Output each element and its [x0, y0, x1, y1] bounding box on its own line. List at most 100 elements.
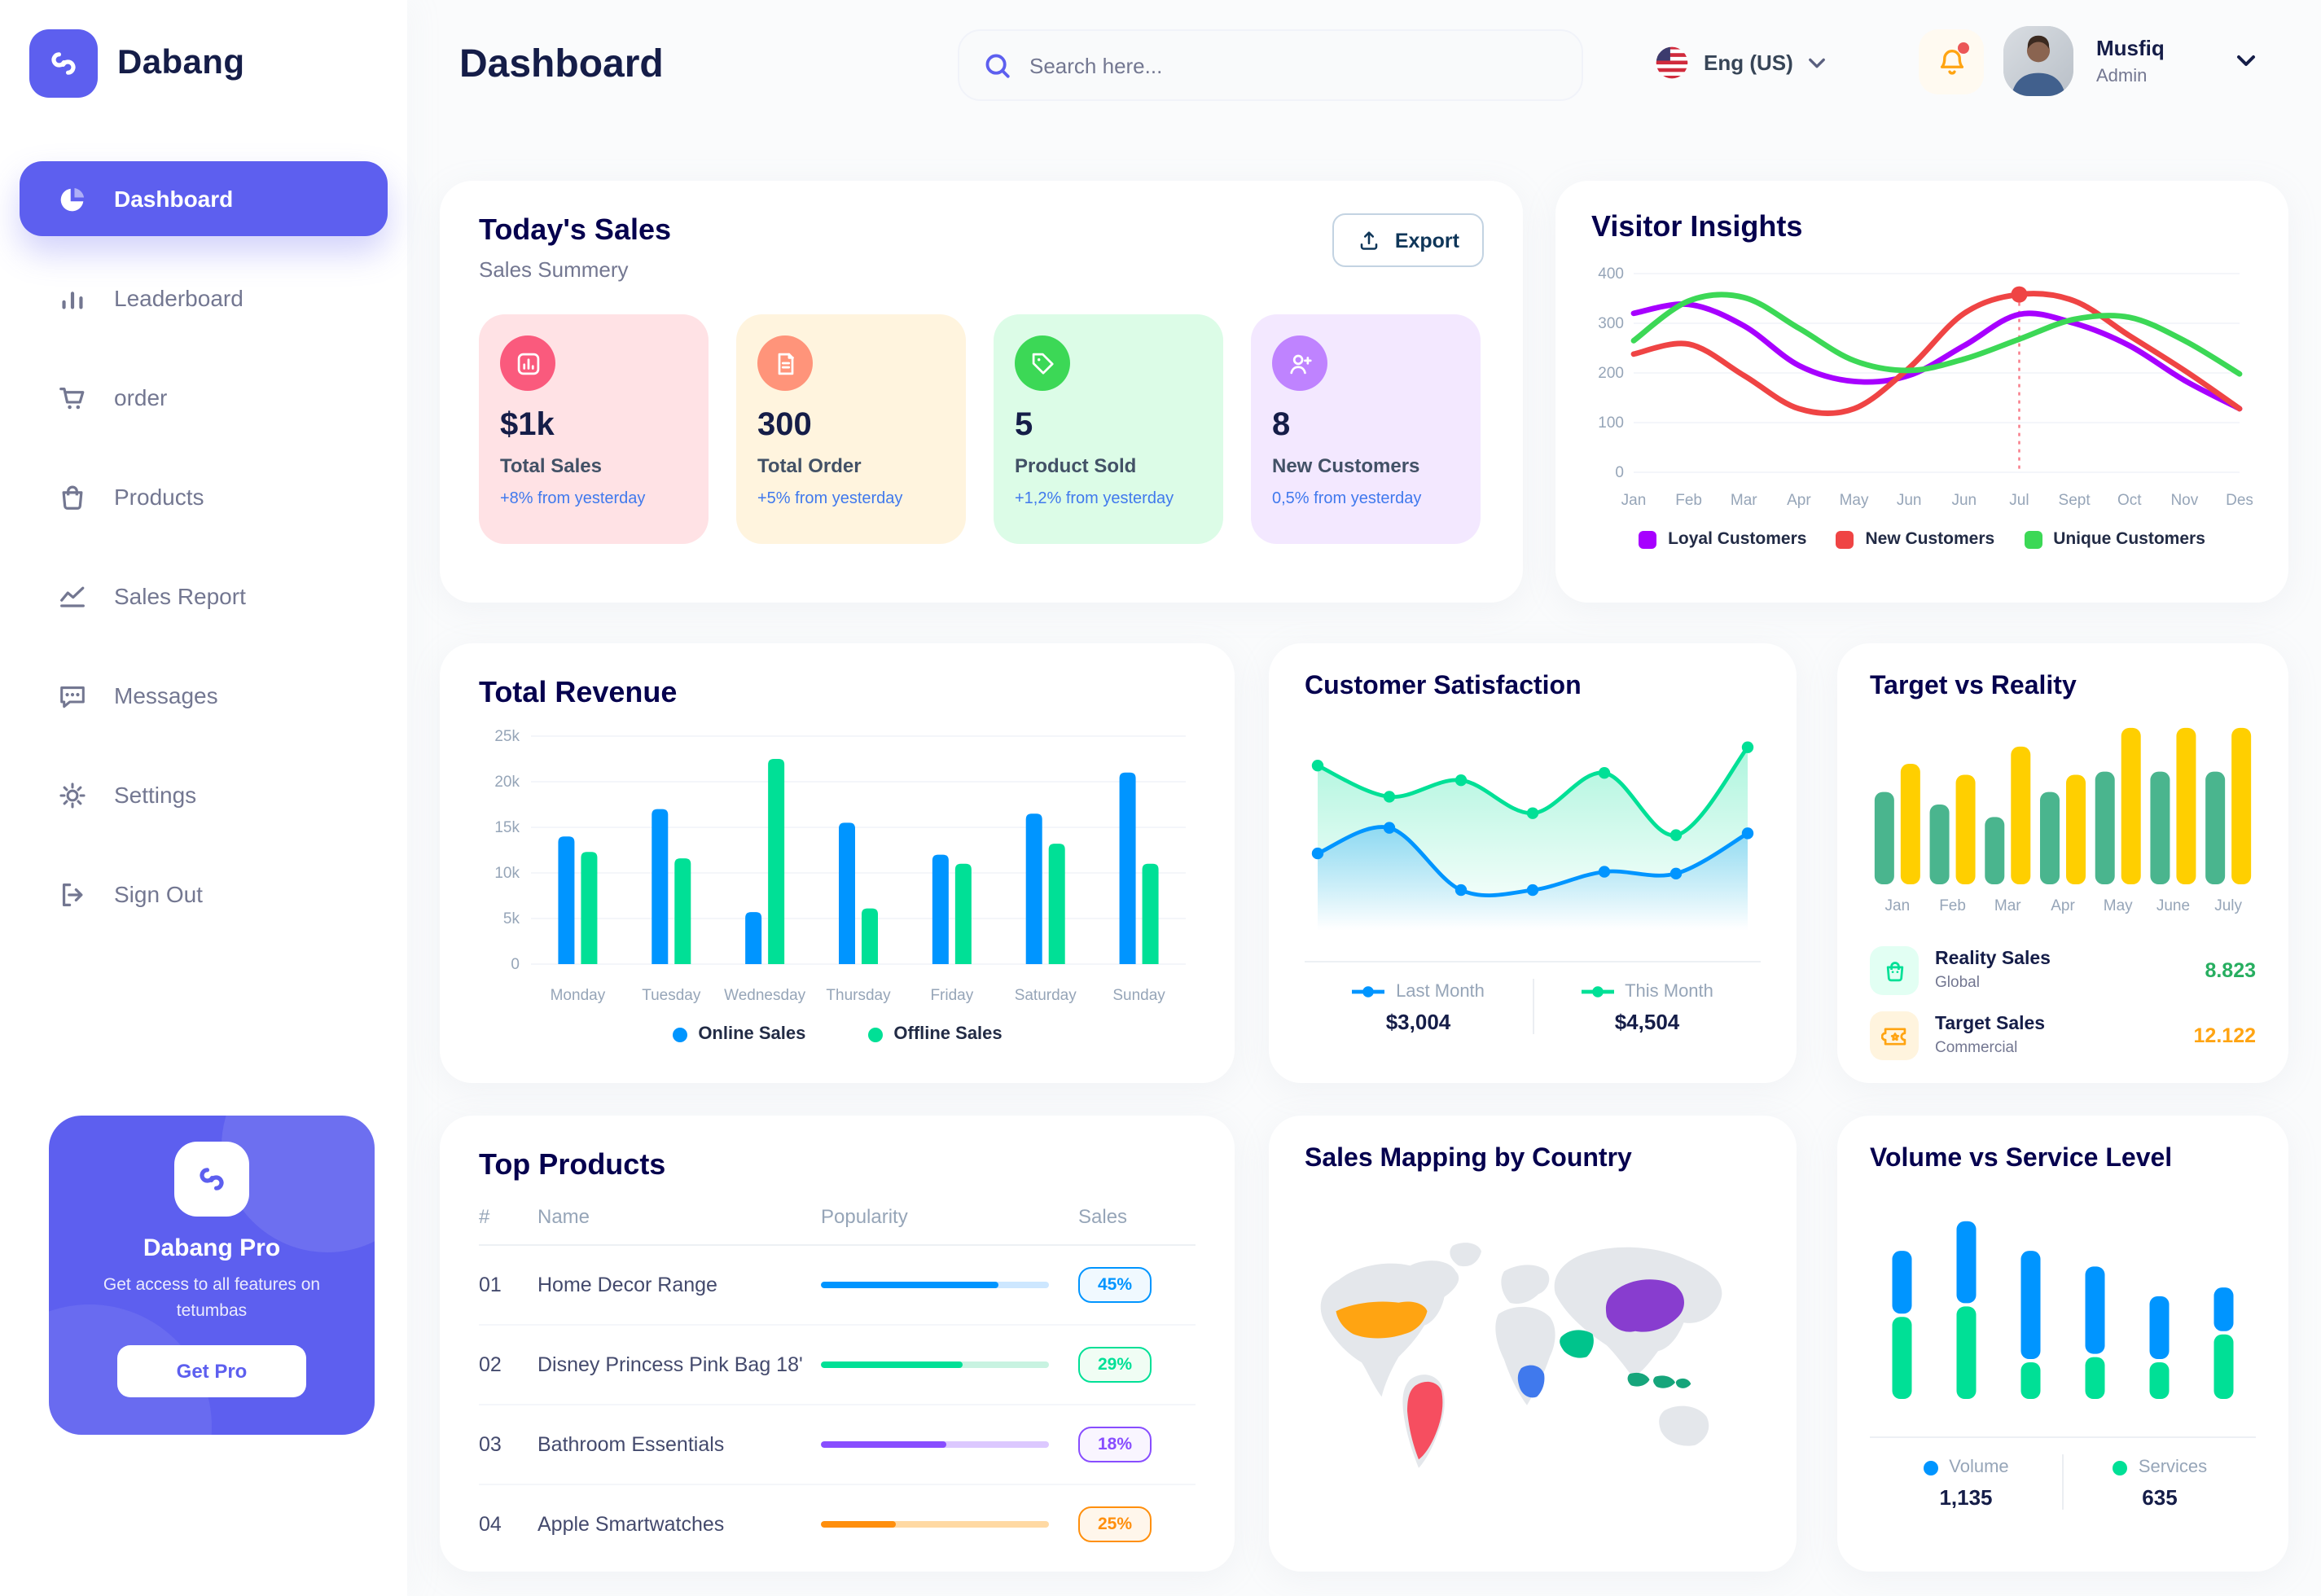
table-header: # Name Popularity Sales	[479, 1205, 1196, 1246]
ticket-icon	[1870, 1011, 1919, 1060]
column-header-sales: Sales	[1078, 1205, 1128, 1228]
sales-badge: 25%	[1078, 1506, 1196, 1542]
legend-value: 635	[2142, 1485, 2178, 1510]
user-role: Admin	[2096, 67, 2148, 86]
table-row: 01 Home Decor Range 45%	[479, 1246, 1196, 1326]
volume-service-title: Volume vs Service Level	[1870, 1145, 2173, 1173]
sidebar-item-sign-out[interactable]: Sign Out	[20, 857, 388, 932]
stat-value: 8	[1272, 407, 1291, 443]
table-row: 03 Bathroom Essentials 18%	[479, 1405, 1196, 1485]
sidebar-item-products[interactable]: Products	[20, 459, 388, 534]
svg-text:Sunday: Sunday	[1112, 987, 1165, 1004]
svg-text:Jun: Jun	[1951, 492, 1977, 509]
svg-text:25k: 25k	[494, 728, 520, 745]
sidebar-item-sales-report[interactable]: Sales Report	[20, 559, 388, 634]
map-country-brazil[interactable]	[1407, 1381, 1443, 1460]
language-selector[interactable]: Eng (US)	[1655, 46, 1826, 80]
visitor-insights-title: Visitor Insights	[1591, 210, 1803, 243]
sidebar-item-label: Products	[114, 484, 204, 510]
stat-value: 300	[757, 407, 812, 443]
legend-value: $4,504	[1614, 1010, 1680, 1034]
stat-card-row: $1k Total Sales +8% from yesterday 300 Total…	[479, 314, 1484, 544]
export-button[interactable]: Export	[1332, 213, 1484, 267]
svg-text:15k: 15k	[494, 819, 520, 836]
bell-icon	[1934, 45, 1968, 79]
stat-label: Product Sold	[1015, 454, 1137, 477]
product-name: Apple Smartwatches	[537, 1513, 725, 1536]
map-country-saudi-arabia[interactable]	[1560, 1330, 1594, 1358]
legend-item: Loyal Customers	[1639, 529, 1806, 549]
map-country-usa[interactable]	[1336, 1301, 1428, 1339]
customer-satisfaction-chart	[1311, 741, 1754, 936]
sidebar-menu: Dashboard Leaderboard order Products Sales R…	[20, 161, 388, 956]
product-name: Disney Princess Pink Bag 18'	[537, 1353, 803, 1376]
user-menu[interactable]: Musfiq Admin	[2003, 26, 2256, 96]
svg-text:300: 300	[1598, 315, 1624, 332]
sidebar-item-messages[interactable]: Messages	[20, 658, 388, 733]
user-info: Musfiq Admin	[2096, 36, 2223, 86]
popularity-bar	[821, 1282, 1078, 1288]
sidebar-item-label: Messages	[114, 682, 218, 708]
legend-item: Volume 1,135	[1870, 1454, 2062, 1510]
legend-value: 8.823	[2205, 959, 2256, 982]
legend-item: New Customers	[1836, 529, 1994, 549]
volume-service-legend: Volume 1,135 Services 635	[1870, 1454, 2256, 1510]
stat-card-total-sales: $1k Total Sales +8% from yesterday	[479, 314, 709, 544]
chevron-down-icon	[2236, 54, 2256, 68]
legend-item: Offline Sales	[867, 1024, 1003, 1044]
get-pro-button[interactable]: Get Pro	[117, 1344, 306, 1397]
svg-text:July: July	[2214, 897, 2242, 914]
sidebar: Dabang Dashboard Leaderboard order Products…	[0, 0, 407, 1596]
customer-satisfaction-card: Customer Satisfaction Last Month $3,004 Th…	[1269, 643, 1797, 1083]
notifications-button[interactable]	[1919, 29, 1984, 94]
map-continent	[1501, 1265, 1550, 1304]
sidebar-item-label: Dashboard	[114, 186, 234, 212]
chevron-down-icon	[1808, 56, 1826, 69]
sales-badge: 29%	[1078, 1347, 1196, 1383]
map-country-china[interactable]	[1605, 1279, 1684, 1332]
svg-text:Apr: Apr	[1787, 492, 1811, 509]
sidebar-item-label: Settings	[114, 782, 197, 808]
visitor-insights-chart: 0 100 200 300 400 Jan Feb Mar Apr May Jun Jun Jul Sep…	[1598, 265, 2253, 509]
map-continent	[1495, 1306, 1555, 1405]
svg-text:Sept: Sept	[2059, 492, 2091, 509]
search-field[interactable]	[1029, 53, 1559, 77]
legend-value: 12.122	[2193, 1024, 2256, 1047]
sidebar-item-order[interactable]: order	[20, 360, 388, 435]
svg-text:20k: 20k	[494, 774, 520, 791]
top-products-title: Top Products	[479, 1148, 666, 1181]
dabang-pro-logo-icon	[174, 1142, 249, 1217]
sidebar-item-leaderboard[interactable]: Leaderboard	[20, 261, 388, 335]
svg-text:10k: 10k	[494, 865, 520, 882]
target-vs-reality-legend: Reality Sales Global 8.823 Target Sales Comm…	[1870, 938, 2256, 1068]
sidebar-item-settings[interactable]: Settings	[20, 757, 388, 832]
top-bar: Dashboard Eng (US)	[407, 0, 2321, 155]
volume-service-card: Volume vs Service Level Volume 1,135 Servi…	[1837, 1116, 2288, 1572]
svg-text:Mar: Mar	[1994, 897, 2021, 914]
divider	[1870, 1436, 2256, 1438]
svg-text:May: May	[1840, 492, 1869, 509]
sales-badge: 45%	[1078, 1267, 1196, 1303]
svg-text:400: 400	[1598, 265, 1624, 283]
today-sales-subtitle: Sales Summery	[479, 257, 629, 282]
target-vs-reality-chart: Jan Feb Mar Apr May June July	[1874, 727, 2252, 914]
cart-icon	[55, 381, 88, 414]
today-sales-card: Today's Sales Sales Summery Export $1k To…	[440, 181, 1523, 603]
target-vs-reality-card: Target vs Reality Jan Feb Mar Apr May June Jul…	[1837, 643, 2288, 1083]
world-map	[1320, 1243, 1722, 1468]
svg-text:Jan: Jan	[1621, 492, 1647, 509]
search-input[interactable]	[958, 29, 1583, 101]
legend-item: Last Month $3,004	[1305, 979, 1532, 1034]
legend-value: $3,004	[1385, 1010, 1451, 1034]
app-name: Dabang	[117, 44, 245, 81]
stat-label: Total Sales	[500, 454, 602, 477]
total-revenue-chart: 0 5k 10k 15k 20k 25k Monday Tuesday Wednesday Thu…	[494, 728, 1186, 1004]
new-customer-icon	[1272, 335, 1327, 391]
map-country-dr-congo[interactable]	[1517, 1365, 1545, 1398]
svg-text:100: 100	[1598, 414, 1624, 432]
total-revenue-card: Total Revenue 0 5k 10k 15k 20k 25k Monday Tuesd…	[440, 643, 1235, 1083]
legend-item: Services 635	[2062, 1454, 2256, 1510]
app-logo[interactable]: Dabang	[0, 0, 407, 98]
map-country-indonesia[interactable]	[1627, 1372, 1691, 1388]
sidebar-item-dashboard[interactable]: Dashboard	[20, 161, 388, 236]
